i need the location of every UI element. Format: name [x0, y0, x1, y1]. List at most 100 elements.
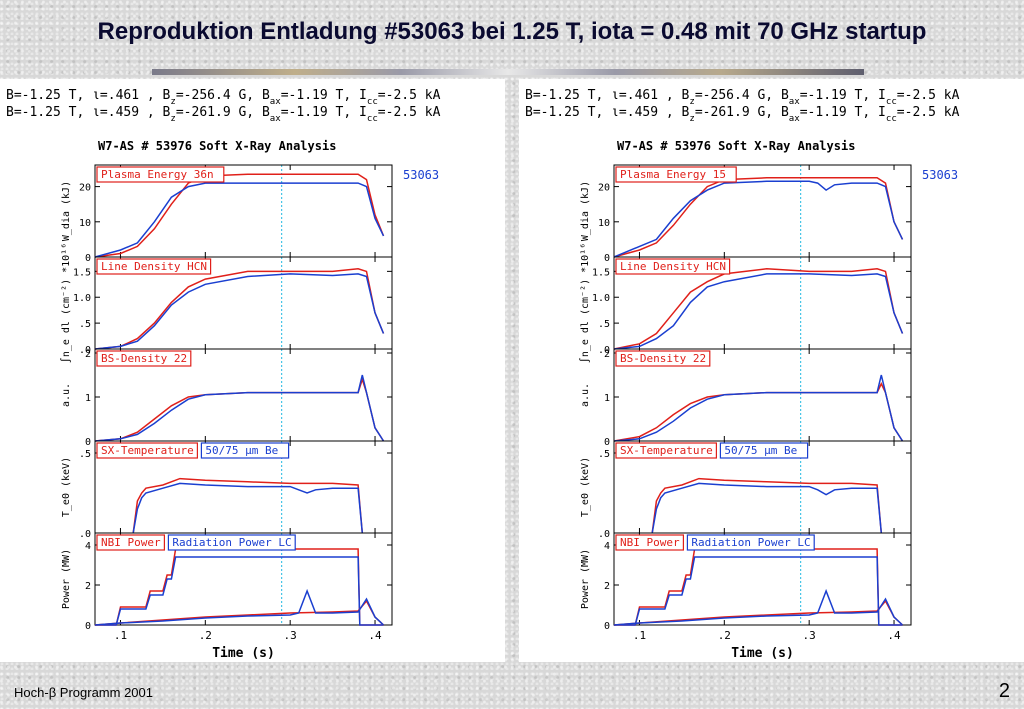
y-tick-label: 0 [604, 621, 610, 632]
footer-label: Hoch-β Programm 2001 [14, 685, 153, 700]
panel-label-secondary: Radiation Power LC [172, 536, 291, 549]
header-line: B=-1.25 T, ι=.461 , Bz=-256.4 G, Bax=-1.… [6, 88, 441, 107]
y-tick-label: 0 [85, 621, 91, 632]
chart-left: B=-1.25 T, ι=.461 , Bz=-256.4 G, Bax=-1.… [6, 88, 441, 661]
x-tick-label: .2 [718, 629, 731, 642]
y-tick-label: .0 [79, 345, 91, 356]
series-red-line [94, 268, 385, 350]
panel-label: Line Density HCN [101, 260, 207, 273]
y-tick-label: .5 [598, 449, 610, 460]
shot-label: 53063 [403, 168, 439, 182]
series-blue-line [94, 273, 385, 350]
y-tick-label: 1 [85, 393, 91, 404]
x-tick-label: .3 [803, 629, 816, 642]
y-tick-label: .5 [598, 319, 610, 330]
y-tick-label: 0 [604, 437, 610, 448]
panel-label-box-secondary [200, 442, 290, 459]
panel-label-secondary: Radiation Power LC [691, 536, 810, 549]
series-red-line [94, 376, 385, 442]
y-tick-label: .5 [79, 449, 91, 460]
header-line: B=-1.25 T, ι=.459 , Bz=-261.9 G, Bax=-1.… [6, 105, 441, 124]
y-tick-label: .0 [598, 345, 610, 356]
y-axis-label: a.u. [61, 383, 72, 407]
series-red-line [614, 548, 903, 626]
panel-label: NBI Power [101, 536, 161, 549]
panel-label: Line Density HCN [620, 260, 726, 273]
y-axis-label: W_dia (kJ) [580, 181, 591, 241]
x-tick-label: .1 [114, 629, 127, 642]
panel-frame [94, 532, 393, 626]
y-tick-label: 1.5 [73, 267, 91, 278]
series-blue-line [95, 556, 384, 626]
y-axis-label: T_e0 (keV) [580, 457, 591, 517]
x-tick-label: .4 [887, 629, 901, 642]
panel-label-box [615, 442, 718, 459]
panel-frame [613, 532, 912, 626]
x-axis-label: Time (s) [731, 646, 794, 661]
panel-label-secondary: 50/75 µm Be [205, 444, 278, 457]
series-blue-line [94, 374, 385, 442]
panel-label-box-secondary [686, 534, 815, 551]
x-tick-label: .4 [368, 629, 382, 642]
panel-label-box [615, 258, 731, 275]
page-title: Reproduktion Entladung #53063 bei 1.25 T… [97, 18, 927, 45]
panel-label-box [96, 166, 225, 183]
series-blue-line [651, 482, 883, 534]
panel-label: SX-Temperature [620, 444, 713, 457]
chart-panel-right: B=-1.25 T, ι=.461 , Bz=-256.4 G, Bax=-1.… [519, 79, 1024, 662]
panel-label: Plasma Energy 36n [101, 168, 214, 181]
series-blue-secondary-line [94, 588, 385, 626]
y-axis-label: T_e0 (keV) [61, 457, 72, 517]
y-tick-label: 4 [85, 541, 91, 552]
panel-label-box-secondary [719, 442, 809, 459]
y-tick-label: 2 [604, 581, 610, 592]
y-tick-label: 10 [79, 218, 91, 229]
header-line: B=-1.25 T, ι=.461 , Bz=-256.4 G, Bax=-1.… [525, 88, 960, 107]
series-blue-line [613, 180, 904, 258]
series-red-line [613, 268, 904, 350]
x-tick-label: .3 [284, 629, 297, 642]
shot-label: 53063 [922, 168, 958, 182]
y-tick-label: 2 [85, 581, 91, 592]
y-axis-label: ∫n_e dl (cm⁻²) *10¹⁶ [579, 243, 591, 363]
panel-label-box [96, 350, 192, 367]
panel-label-box [96, 258, 212, 275]
series-red-line [94, 173, 385, 258]
series-red-line [651, 477, 883, 534]
y-tick-label: 10 [598, 218, 610, 229]
y-tick-label: 4 [604, 541, 610, 552]
y-tick-label: 0 [604, 253, 610, 264]
panel-label-box [615, 534, 685, 551]
x-axis-label: Time (s) [212, 646, 275, 661]
x-tick-label: .1 [633, 629, 646, 642]
series-blue-secondary-line [613, 588, 904, 626]
y-axis-label: a.u. [580, 383, 591, 407]
panel-label: SX-Temperature [101, 444, 194, 457]
y-axis-label: W_dia (kJ) [61, 181, 72, 241]
y-tick-label: 2 [604, 349, 610, 360]
series-red-line [613, 177, 904, 258]
plot-title: W7-AS # 53976 Soft X-Ray Analysis [98, 139, 336, 153]
y-tick-label: 1 [604, 393, 610, 404]
chart-right: B=-1.25 T, ι=.461 , Bz=-256.4 G, Bax=-1.… [525, 88, 960, 661]
y-tick-label: 1.0 [73, 293, 91, 304]
panel-label: NBI Power [620, 536, 680, 549]
y-tick-label: 2 [85, 349, 91, 360]
panel-label: BS-Density 22 [101, 352, 187, 365]
page-number: 2 [998, 680, 1010, 702]
y-tick-label: .5 [79, 319, 91, 330]
y-tick-label: .0 [598, 529, 610, 540]
y-tick-label: 1.5 [592, 267, 610, 278]
header-line: B=-1.25 T, ι=.459 , Bz=-261.9 G, Bax=-1.… [525, 105, 960, 124]
panel-label: Plasma Energy 15 [620, 168, 726, 181]
panel-label-box [96, 534, 166, 551]
series-blue-line [613, 273, 904, 350]
y-tick-label: .0 [79, 529, 91, 540]
series-red-line [95, 548, 384, 626]
x-tick-label: .2 [199, 629, 212, 642]
beta-symbol: β [48, 685, 57, 700]
title-divider [152, 69, 864, 75]
y-tick-label: 20 [598, 183, 610, 194]
panel-label-secondary: 50/75 µm Be [724, 444, 797, 457]
panel-label-box-secondary [167, 534, 296, 551]
